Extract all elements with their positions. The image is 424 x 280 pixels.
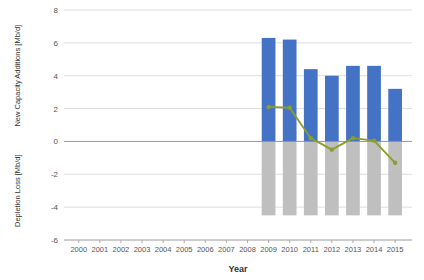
x-tick: [120, 240, 121, 243]
chart: -6 -4 -2 0 2 4 6 8 2000 2001 2002 2003 2004 2005 2006 2…: [0, 0, 424, 280]
bar: [262, 141, 276, 215]
y-tick-label: 6: [54, 39, 59, 48]
y-tick-label: 4: [54, 72, 59, 81]
x-tick: [78, 240, 79, 243]
x-tick: [331, 240, 332, 243]
x-tick-label: 2013: [345, 245, 362, 254]
line-marker: [372, 138, 376, 142]
y-tick-label: -6: [51, 236, 59, 245]
x-tick: [142, 240, 143, 243]
x-tick-label: 2011: [303, 245, 319, 254]
bar: [262, 38, 276, 142]
chart-container: -6 -4 -2 0 2 4 6 8 2000 2001 2002 2003 2004 2005 2006 2…: [0, 0, 424, 280]
marks: [262, 38, 402, 215]
bar: [325, 141, 339, 215]
bar: [367, 66, 381, 142]
line-marker: [266, 105, 270, 109]
series-bar: [262, 38, 402, 142]
x-tick-label: 2002: [113, 245, 130, 254]
x-tick-label: 2005: [176, 245, 193, 254]
x-tick: [352, 240, 353, 243]
line-marker: [393, 161, 397, 165]
bar: [388, 141, 402, 215]
bar: [388, 89, 402, 142]
x-tick: [310, 240, 311, 243]
series-line: [266, 105, 397, 165]
x-tick-label: 2014: [366, 245, 383, 254]
x-tick-label: 2001: [92, 245, 109, 254]
series-bar: [262, 141, 402, 215]
x-tick-label: 2006: [197, 245, 214, 254]
x-tick-label: 2009: [260, 245, 277, 254]
x-tick: [205, 240, 206, 243]
line-marker: [287, 106, 291, 110]
bar: [283, 40, 297, 142]
axes: -6 -4 -2 0 2 4 6 8 2000 2001 2002 2003 2004 2005 2006 2…: [51, 6, 412, 254]
grid-line: [64, 10, 412, 11]
bar: [283, 141, 297, 215]
grid-line: [64, 240, 412, 241]
bar: [325, 76, 339, 142]
x-tick: [99, 240, 100, 243]
labels: Year New Capacity Additions [Mb/d] Depleti…: [13, 25, 248, 274]
x-axis-label: Year: [228, 264, 248, 274]
y-tick-label: 0: [54, 137, 59, 146]
x-tick: [289, 240, 290, 243]
line-marker: [351, 136, 355, 140]
line-marker: [330, 147, 334, 151]
grid: [64, 10, 412, 240]
y-tick-label: -2: [51, 170, 59, 179]
line: [269, 107, 396, 163]
x-tick: [184, 240, 185, 243]
y-tick-label: 8: [54, 6, 59, 15]
x-tick-label: 2004: [155, 245, 172, 254]
bar: [346, 141, 360, 215]
y-tick-label: 2: [54, 105, 59, 114]
x-tick-label: 2015: [387, 245, 404, 254]
x-tick: [226, 240, 227, 243]
x-tick: [374, 240, 375, 243]
x-tick-label: 2007: [218, 245, 235, 254]
y-axis-label-bottom: Depletion Loss [Mb/d]: [13, 154, 22, 227]
y-tick-label: -4: [51, 203, 59, 212]
x-tick-label: 2000: [70, 245, 87, 254]
grid-line: [64, 42, 412, 43]
x-tick: [163, 240, 164, 243]
bar: [367, 141, 381, 215]
x-tick-label: 2003: [134, 245, 151, 254]
x-tick: [268, 240, 269, 243]
y-axis-label-top: New Capacity Additions [Mb/d]: [13, 25, 22, 127]
bar: [346, 66, 360, 142]
x-tick: [247, 240, 248, 243]
x-tick-label: 2008: [239, 245, 256, 254]
x-tick-label: 2010: [281, 245, 298, 254]
x-tick: [395, 240, 396, 243]
bar: [304, 141, 318, 215]
x-axis-line: [64, 240, 412, 241]
line-marker: [309, 136, 313, 140]
x-tick-label: 2012: [324, 245, 341, 254]
